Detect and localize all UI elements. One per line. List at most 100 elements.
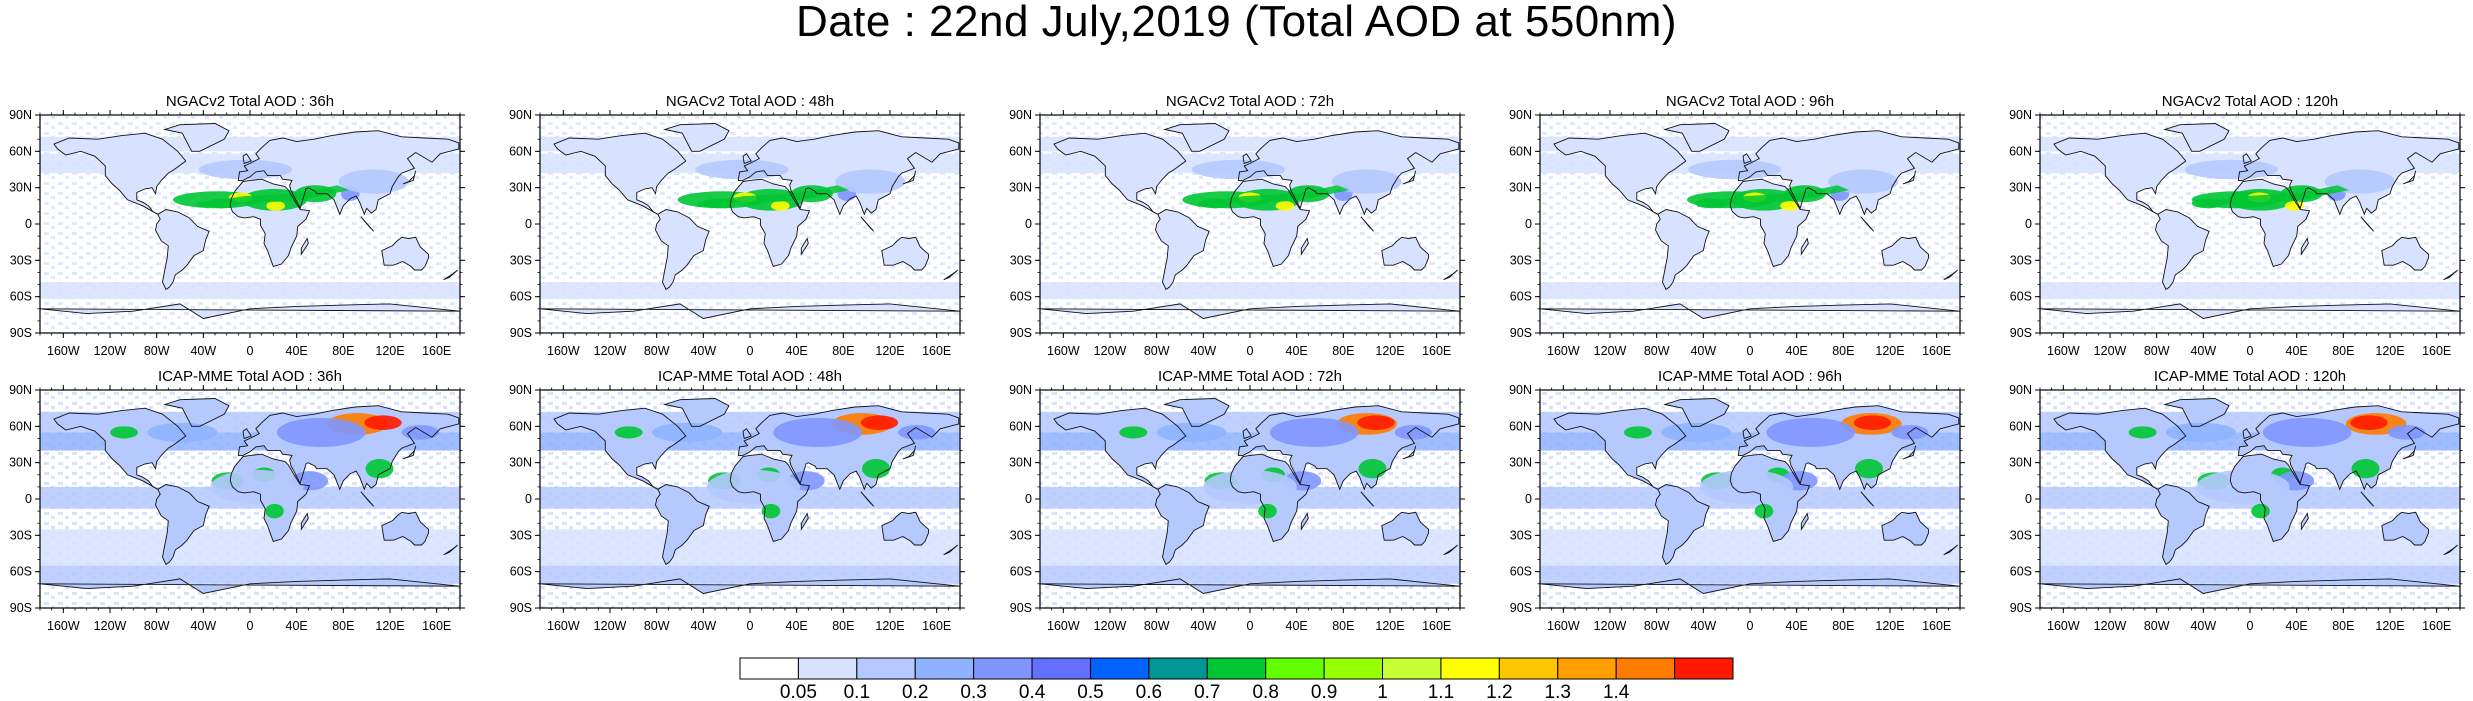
colorbar-label: 0.5 [1077,682,1103,701]
map-panel: NGACv2 Total AOD : 48h 90N 60N 30N 0 30S 60S 90… [509,93,965,358]
land-aod [2054,133,2186,215]
lon-label: 160E [922,619,951,633]
lat-label: 60N [509,144,532,158]
lat-label: 30N [9,181,32,195]
aod-plume [1156,422,1227,443]
lon-label: 0 [1247,619,1254,633]
aod-band [1540,282,1960,300]
colorbar-swatch [797,657,858,680]
lon-label: 80W [144,619,170,633]
lat-label: 90S [10,601,32,615]
lon-label: 120E [1375,619,1404,633]
lon-label: 120W [94,344,127,358]
lon-label: 80W [644,619,670,633]
coastline [1655,209,1710,291]
coastline [1742,428,1752,439]
aod-plume [1258,503,1277,519]
coastline [800,512,809,531]
coastline [2402,170,2417,185]
map-panel: ICAP-MME Total AOD : 36h 90N 60N 30N 0 30S 60S… [9,368,465,633]
lat-label: 90N [9,108,32,122]
coastline [1242,153,1252,164]
lon-label: 160W [2047,344,2080,358]
aod-plume [365,459,394,479]
coastline [800,237,809,256]
coastline [1155,209,1210,291]
land-aod [1655,484,1710,565]
aod-field [540,390,960,608]
coastline [2360,216,2375,232]
lon-label: 80W [644,344,670,358]
lon-label: 40W [690,619,716,633]
lon-label: 160E [2422,619,2451,633]
colorbar-label: 1.2 [1486,682,1512,701]
lat-label: 30S [510,253,532,267]
colorbar-swatch [739,657,799,680]
lon-label: 120E [1375,344,1404,358]
map-panel: NGACv2 Total AOD : 36h 90N 60N 30N 0 30S 60S 90… [9,93,465,358]
map-panel: ICAP-MME Total AOD : 96h 90N 60N 30N 0 30S 60S… [1509,368,1965,633]
land-aod [881,237,929,270]
lat-label: 90N [1009,383,1032,397]
coastline [300,237,309,256]
colorbar-swatch [856,657,916,680]
land-aod [1381,512,1429,545]
coastline [2053,132,2187,215]
aod-plume [2351,459,2380,479]
aod-plume [401,425,440,440]
coastline [1053,132,1187,215]
lat-label: 60S [10,290,32,304]
coastline [1881,511,1929,546]
lat-label: 60S [1010,565,1032,579]
lon-label: 80W [144,344,170,358]
lat-label: 30N [1509,456,1532,470]
lon-label: 160W [47,619,80,633]
lon-label: 120E [375,344,404,358]
lon-label: 120E [375,619,404,633]
colorbar-swatch [1206,657,1267,680]
lat-label: 0 [1525,217,1532,231]
coastline [1163,123,1230,152]
lat-label: 30S [1510,528,1532,542]
panel-title: NGACv2 Total AOD : 72h [1166,93,1334,110]
aod-plume [266,200,285,211]
coastline [2242,428,2252,439]
lon-label: 40E [2286,344,2308,358]
coastline [1663,398,1730,427]
land-aod [1655,209,1710,290]
coastline [1300,237,1309,256]
land-aod [155,209,210,290]
land-aod [54,133,186,215]
coastline [655,484,710,566]
coastline [229,178,311,267]
land-aod [2381,237,2429,270]
coastline [1729,178,1811,267]
lat-label: 0 [1025,492,1032,506]
aod-plume [2128,426,2157,439]
land-aod [1301,238,1309,255]
lon-label: 40E [286,344,308,358]
lat-label: 30N [1009,181,1032,195]
coastline [2163,123,2230,152]
lon-label: 40W [190,344,216,358]
aod-plume [265,503,284,519]
coastline [1237,405,1460,491]
coastline [237,130,460,216]
coastline [729,178,811,267]
lat-label: 90N [2009,108,2032,122]
land-aod [1054,408,1186,490]
lon-label: 160E [1422,344,1451,358]
coastline [1229,453,1311,542]
coastline [1553,132,1687,215]
aod-plume [1853,415,1892,430]
coastline [2381,236,2429,271]
lat-label: 90N [1509,108,1532,122]
coastline [1737,130,1960,216]
coastline [1540,578,1960,594]
lon-label: 160W [547,344,580,358]
lat-label: 30N [2009,456,2032,470]
aod-band [1040,565,1460,584]
lat-label: 60N [9,419,32,433]
aod-plume [338,169,409,194]
